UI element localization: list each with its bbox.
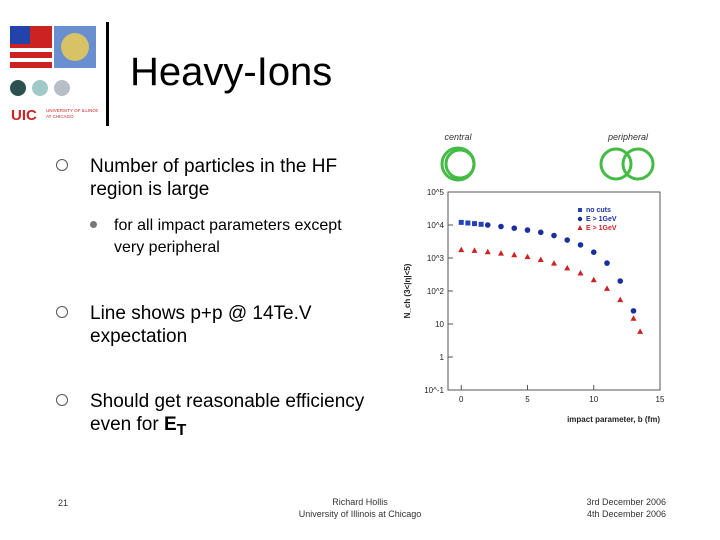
- y-tick-label: 10^3: [427, 254, 445, 263]
- y-tick-label: 10: [435, 320, 444, 329]
- plot-frame: [447, 191, 661, 391]
- data-point-e-gt-1gev: [604, 260, 610, 266]
- data-point-e-gt-1gev: [577, 242, 584, 248]
- data-point-e-gt-1gev-red: [590, 276, 597, 283]
- data-point-e-gt-1gev-red: [458, 246, 465, 253]
- data-point-e-gt-1gev-red: [511, 251, 518, 258]
- data-point-e-gt-1gev-red: [498, 250, 504, 256]
- data-point-e-gt-1gev: [551, 232, 557, 239]
- y-tick-label: 10^5: [427, 188, 445, 197]
- x-tick-label: 10: [589, 395, 598, 404]
- data-point-e-gt-1gev: [590, 249, 597, 255]
- legend-entry: E > 1GeV: [586, 216, 617, 223]
- data-point-e-gt-1gev-red: [537, 256, 544, 263]
- sub-bullet-marker-icon: [90, 221, 97, 228]
- label-peripheral: peripheral: [607, 132, 649, 142]
- slide-title: Heavy-Ions: [130, 50, 333, 94]
- central-nucleus-icon: [444, 148, 476, 180]
- footer-date-top: 3rd December 2006: [586, 497, 666, 507]
- y-tick-label: 10^2: [427, 287, 445, 296]
- bullet-text: Line shows p+p @ 14Te.V expectation: [90, 303, 312, 347]
- x-axis-label: impact parameter, b (fm): [567, 415, 660, 424]
- svg-text:UNIVERSITY OF ILLINOIS: UNIVERSITY OF ILLINOIS: [46, 108, 98, 113]
- x-tick-label: 0: [459, 395, 464, 404]
- y-axis-label: N_ch (3<|η|<5): [403, 263, 412, 318]
- legend-entry: no cuts: [586, 207, 611, 214]
- y-tick-label: 1: [440, 353, 445, 362]
- title-divider: [106, 22, 109, 126]
- data-point-e-gt-1gev-red: [577, 270, 584, 276]
- data-point-e-gt-1gev: [564, 237, 571, 243]
- data-point-e-gt-1gev: [630, 308, 637, 314]
- data-point-e-gt-1gev: [484, 222, 491, 228]
- data-point-e-gt-1gev-red: [630, 315, 637, 321]
- data-point-e-gt-1gev: [617, 278, 624, 284]
- data-point-e-gt-1gev-red: [637, 328, 644, 334]
- data-point-e-gt-1gev: [537, 229, 544, 236]
- bullet-text: Should get reasonable efficiency even fo…: [90, 391, 365, 439]
- footer-date-bottom: 4th December 2006: [586, 509, 666, 519]
- footer-author: Richard Hollis: [332, 497, 388, 507]
- page-number: 21: [58, 498, 69, 508]
- x-tick-label: 5: [525, 395, 530, 404]
- bullet-marker-icon: [56, 159, 68, 171]
- data-point-e-gt-1gev: [498, 223, 504, 230]
- nch-vs-impact-parameter-chart: central peripheral 10^-1 1 10 10^2 10^3 10^4 10^…: [403, 132, 665, 424]
- data-point-e-gt-1gev-red: [617, 296, 624, 303]
- data-point-e-gt-1gev-red: [604, 285, 610, 291]
- svg-text:AT CHICAGO: AT CHICAGO: [46, 114, 74, 119]
- data-point-e-gt-1gev-red: [564, 264, 571, 271]
- data-point-no-cuts: [472, 221, 477, 227]
- data-point-no-cuts: [458, 219, 464, 225]
- peripheral-nucleus-icon: [599, 147, 633, 181]
- data-point-e-gt-1gev-red: [471, 247, 478, 253]
- uic-logo-text: UIC: [11, 107, 37, 124]
- y-tick-label: 10^-1: [424, 386, 444, 395]
- peripheral-nucleus-icon: [621, 147, 655, 181]
- bullet-marker-icon: [56, 306, 68, 318]
- data-point-e-gt-1gev: [511, 225, 518, 231]
- data-point-e-gt-1gev-red: [484, 248, 491, 255]
- data-point-e-gt-1gev: [524, 227, 531, 233]
- x-tick-label: 15: [656, 395, 665, 404]
- legend-marker-icon: [577, 225, 583, 230]
- bullet-text: Number of particles in the HF region is …: [90, 156, 338, 200]
- sub-bullet-text: for all impact parameters except very pe…: [114, 217, 342, 256]
- data-point-no-cuts: [465, 220, 471, 226]
- legend-entry: E > 1GeV: [586, 225, 617, 232]
- data-point-e-gt-1gev-red: [551, 260, 557, 266]
- label-central: central: [444, 132, 472, 142]
- legend-marker-icon: [577, 216, 583, 222]
- data-point-no-cuts: [478, 221, 484, 227]
- data-point-e-gt-1gev-red: [524, 253, 531, 260]
- bullet-marker-icon: [56, 394, 68, 406]
- footer-affiliation: University of Illinois at Chicago: [298, 509, 422, 519]
- y-tick-label: 10^4: [427, 221, 445, 230]
- uic-logo: UIC UNIVERSITY OF ILLINOIS AT CHICAGO: [10, 26, 98, 124]
- legend-marker-icon: [578, 208, 582, 212]
